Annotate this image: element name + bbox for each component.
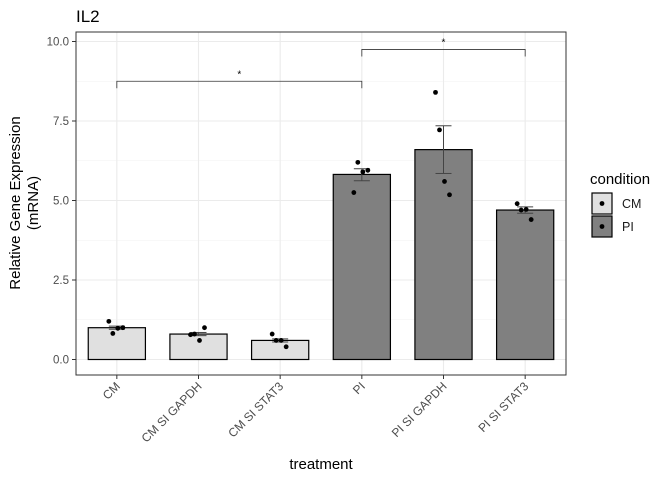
x-axis: CM CM SI GAPDH CM SI STAT3 PI PI SI GAPDH PI … (100, 375, 532, 445)
x-tick-label: PI SI STAT3 (475, 379, 531, 435)
y-tick-label: 0.0 (53, 355, 69, 367)
data-point (197, 338, 202, 343)
data-point (115, 325, 121, 331)
legend-entry-pi: PI (591, 215, 634, 238)
data-point (365, 167, 371, 173)
x-axis-label: treatment (289, 456, 353, 473)
x-tick-label: CM SI STAT3 (225, 379, 286, 440)
data-point (514, 201, 520, 207)
data-point (283, 344, 289, 350)
x-tick-label: PI (350, 379, 368, 397)
bar-pi-si-stat3 (495, 209, 555, 361)
data-point (192, 331, 197, 337)
legend-label: CM (622, 197, 641, 211)
y-tick-label: 10.0 (47, 37, 69, 49)
data-point (518, 207, 524, 213)
legend-label: PI (622, 220, 634, 234)
data-point (355, 159, 361, 165)
significance-bracket-line (361, 49, 526, 57)
data-point (433, 89, 438, 95)
plot-panel (76, 32, 566, 375)
bar-cm-si-stat3 (250, 339, 310, 361)
error-bar (435, 125, 452, 174)
significance-label: * (442, 37, 446, 48)
data-point (442, 179, 447, 184)
y-tick-label: 7.5 (53, 116, 69, 128)
bar-pi-si-gapdh (414, 149, 473, 361)
legend-point-icon (599, 201, 605, 206)
data-point (447, 192, 452, 198)
legend-title: condition (590, 171, 650, 188)
data-point (351, 190, 357, 195)
data-point (269, 331, 275, 337)
bar-cm (87, 327, 147, 361)
legend: condition CM PI (590, 171, 650, 238)
data-point (106, 318, 112, 324)
x-tick-label: PI SI GAPDH (389, 379, 450, 440)
y-axis-label-line2: (mRNA) (25, 176, 42, 230)
chart-title: IL2 (76, 7, 100, 26)
data-point (120, 325, 126, 331)
legend-entry-cm: CM (591, 192, 641, 215)
y-tick-label: 2.5 (53, 275, 69, 287)
data-point (278, 338, 284, 343)
bar-cm-si-gapdh (169, 333, 228, 361)
bar-pi (332, 173, 392, 361)
data-point (437, 127, 442, 133)
data-point (273, 338, 279, 343)
significance-bracket-line (116, 80, 363, 89)
data-point (188, 332, 193, 338)
x-tick-label: CM SI GAPDH (139, 379, 205, 445)
data-point (523, 207, 529, 212)
y-tick-label: 5.0 (53, 196, 69, 208)
data-point (202, 325, 207, 331)
legend-entries: CM PI (591, 192, 641, 238)
plot-border (75, 31, 567, 376)
bars (87, 149, 555, 361)
significance-bracket: * (116, 69, 363, 89)
y-axis: 0.0 2.5 5.0 7.5 10.0 (47, 37, 76, 367)
significance-label: * (237, 69, 241, 80)
data-point (110, 331, 116, 336)
y-axis-label-line1: Relative Gene Expression (7, 116, 24, 289)
significance-annotations: ** (116, 37, 526, 89)
data-points (106, 89, 534, 350)
data-point (528, 217, 534, 222)
x-tick-label: CM (100, 379, 123, 402)
significance-bracket: * (361, 37, 526, 57)
data-point (360, 169, 366, 175)
legend-point-icon (599, 224, 605, 229)
